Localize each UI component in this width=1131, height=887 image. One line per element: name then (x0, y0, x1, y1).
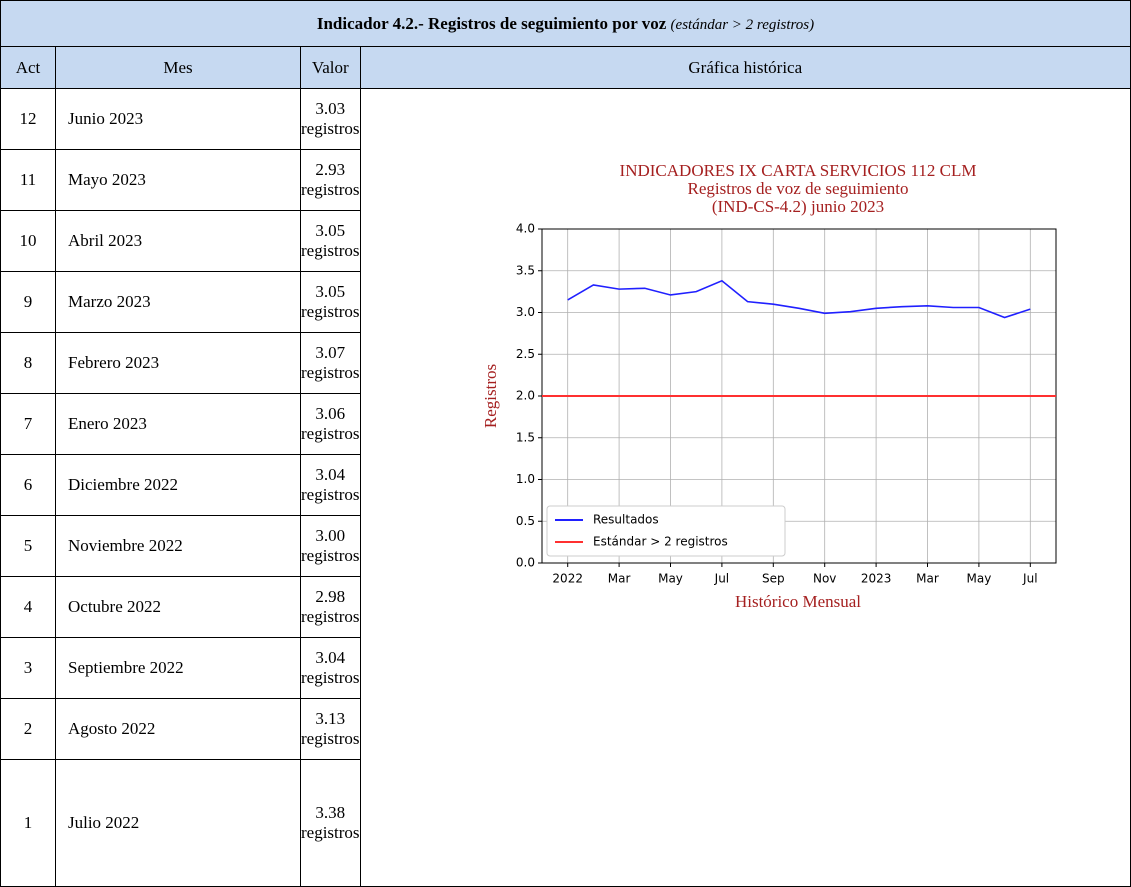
y-tick-label: 1.0 (516, 472, 535, 486)
data-line (567, 279, 1031, 319)
chart-cell (359, 88, 1131, 887)
act-cell: 10 (0, 210, 56, 272)
y-tick-label: 2.5 (516, 347, 535, 361)
value: 3.00 (315, 526, 346, 545)
x-tick-label: Nov (813, 572, 836, 586)
month-cell: Diciembre 2022 (55, 454, 301, 516)
value: 3.13 (315, 709, 346, 728)
month-cell: Marzo 2023 (55, 271, 301, 333)
x-tick-label: Jul (714, 572, 729, 586)
unit: registros (301, 607, 360, 626)
unit: registros (301, 823, 360, 842)
value: 3.06 (315, 404, 346, 423)
unit: registros (301, 302, 360, 321)
unit: registros (301, 546, 360, 565)
unit: registros (301, 424, 360, 443)
month-cell: Septiembre 2022 (55, 637, 301, 699)
legend-label: Estándar > 2 registros (593, 535, 728, 549)
x-tick-label: Mar (916, 572, 939, 586)
act-cell: 6 (0, 454, 56, 516)
x-tick-label: 2022 (552, 572, 583, 586)
column-header: Act (0, 46, 56, 89)
value-cell: 3.06 registros (300, 393, 361, 455)
value: 3.03 (315, 99, 346, 118)
unit: registros (301, 180, 360, 199)
legend-label: Resultados (593, 513, 659, 527)
value: 2.98 (315, 587, 346, 606)
y-tick-label: 0.0 (516, 556, 535, 570)
table-row: 8 Febrero 2023 3.07 registros (0, 332, 1131, 394)
x-tick-label: May (658, 572, 683, 586)
value: 3.05 (315, 221, 346, 240)
value-cell: 3.38 registros (300, 759, 361, 887)
table-row: 3 Septiembre 2022 3.04 registros (0, 637, 1131, 699)
title-italic: (estándar > 2 registros) (670, 16, 815, 33)
chart-title: INDICADORES IX CARTA SERVICIOS 112 CLM (620, 161, 977, 180)
value-cell: 3.03 registros (300, 88, 361, 150)
value-cell: 3.00 registros (300, 515, 361, 577)
title-bold: Indicador 4.2.- Registros de seguimiento… (316, 13, 667, 33)
table-row: 2 Agosto 2022 3.13 registros (0, 698, 1131, 760)
x-tick-label: May (966, 572, 991, 586)
table-title: Indicador 4.2.- Registros de seguimiento… (0, 0, 1131, 47)
month-cell: Julio 2022 (55, 759, 301, 887)
x-tick-label: Mar (608, 572, 631, 586)
x-tick-label: Jul (1022, 572, 1037, 586)
table-row: 12 Junio 2023 3.03 registros (0, 88, 1131, 887)
y-axis-label: Registros (481, 364, 500, 428)
month-cell: Enero 2023 (55, 393, 301, 455)
month-cell: Mayo 2023 (55, 149, 301, 211)
chart-title: (IND-CS-4.2) junio 2023 (712, 197, 884, 216)
unit: registros (301, 119, 360, 138)
x-tick-label: Sep (762, 572, 785, 586)
act-cell: 2 (0, 698, 56, 760)
month-cell: Junio 2023 (55, 88, 301, 150)
y-tick-label: 4.0 (516, 222, 535, 236)
y-tick-label: 2.0 (516, 389, 535, 403)
x-axis-label: Histórico Mensual (735, 592, 861, 611)
table-row: 9 Marzo 2023 3.05 registros (0, 271, 1131, 333)
value: 3.05 (315, 282, 346, 301)
month-cell: Octubre 2022 (55, 576, 301, 638)
x-tick-label: 2023 (861, 572, 892, 586)
value: 3.38 (315, 803, 346, 822)
value: 3.04 (315, 465, 346, 484)
legend-box (546, 505, 786, 557)
unit: registros (301, 363, 360, 382)
value-cell: 3.13 registros (300, 698, 361, 760)
table-row: 7 Enero 2023 3.06 registros (0, 393, 1131, 455)
unit: registros (301, 485, 360, 504)
value-cell: 3.05 registros (300, 271, 361, 333)
value: 3.04 (315, 648, 346, 667)
y-tick-label: 3.5 (516, 263, 535, 277)
month-cell: Noviembre 2022 (55, 515, 301, 577)
column-header: Mes (55, 46, 301, 89)
y-tick-label: 1.5 (516, 430, 535, 444)
value-cell: 3.07 registros (300, 332, 361, 394)
chart-title: Registros de voz de seguimiento (688, 179, 909, 198)
table-row: 5 Noviembre 2022 3.00 registros (0, 515, 1131, 577)
table-row: 4 Octubre 2022 2.98 registros (0, 576, 1131, 638)
unit: registros (301, 729, 360, 748)
month-cell: Abril 2023 (55, 210, 301, 272)
table-row: 6 Diciembre 2022 3.04 registros (0, 454, 1131, 516)
value: 3.07 (315, 343, 346, 362)
column-header: Valor (300, 46, 361, 89)
y-tick-label: 3.0 (516, 305, 535, 319)
value: 2.93 (315, 160, 346, 179)
value-cell: 3.04 registros (300, 454, 361, 516)
column-header: Gráfica histórica (359, 46, 1131, 89)
unit: registros (301, 668, 360, 687)
y-tick-label: 0.5 (516, 514, 535, 528)
value-cell: 3.04 registros (300, 637, 361, 699)
unit: registros (301, 241, 360, 260)
table-row: 1 Julio 2022 3.38 registros (0, 759, 1131, 887)
month-cell: Agosto 2022 (55, 698, 301, 760)
